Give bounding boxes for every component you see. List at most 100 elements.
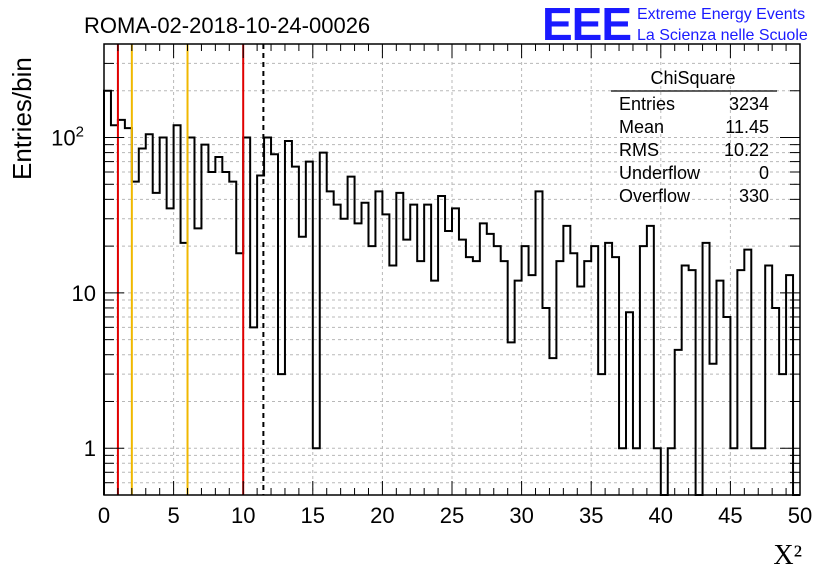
histogram-bin <box>341 219 348 495</box>
histogram-bin <box>515 281 522 495</box>
histogram-bin <box>563 226 570 495</box>
stats-label-overflow: Overflow <box>619 186 691 206</box>
histogram-bin <box>139 148 146 495</box>
histogram-bin <box>146 134 153 495</box>
histogram-bin <box>306 162 313 495</box>
y-tick-label: 1 <box>84 436 96 461</box>
histogram-bin <box>181 243 188 495</box>
histogram-bin <box>320 153 327 495</box>
axis-ticks: 0 5 10 15 20 25 30 35 40 45 50 1 10 102 <box>51 43 812 528</box>
histogram-bin <box>368 246 375 495</box>
histogram-bin <box>473 261 480 495</box>
histogram-bin <box>222 172 229 495</box>
histogram-bin <box>570 253 577 495</box>
histogram-bin <box>445 231 452 495</box>
histogram-bin <box>508 342 515 495</box>
histogram-bin <box>689 270 696 495</box>
histogram-bin <box>542 308 549 495</box>
histogram-bin <box>153 193 160 495</box>
histogram-bin <box>633 448 640 495</box>
histogram-bin <box>243 138 250 495</box>
x-axis-label: X² <box>773 540 802 571</box>
histogram-bin <box>647 226 654 495</box>
histogram-bin <box>299 237 306 495</box>
histogram-bin <box>480 223 487 495</box>
x-tick-label: 40 <box>649 503 673 528</box>
histogram-bin <box>417 261 424 495</box>
histogram-bin <box>605 243 612 495</box>
histogram-bin <box>278 374 285 495</box>
histogram-bin <box>591 246 598 495</box>
histogram-bin <box>730 448 737 495</box>
logo-line-1: Extreme Energy Events <box>637 6 805 23</box>
histogram-bin <box>348 177 355 495</box>
histogram-bin <box>229 182 236 495</box>
histogram-bin <box>313 448 320 495</box>
stats-value-entries: 3234 <box>729 94 769 114</box>
histogram-bin <box>362 203 369 495</box>
histogram-bin <box>410 205 417 495</box>
x-tick-label: 10 <box>231 503 255 528</box>
histogram-bin <box>703 243 710 495</box>
histogram-bin <box>710 364 717 495</box>
histogram-bin <box>452 208 459 495</box>
histogram-outline <box>103 89 800 496</box>
stats-value-mean: 11.45 <box>725 117 769 137</box>
histogram-bin <box>654 448 661 495</box>
logo-line-2: La Scienza nelle Scuole <box>637 27 808 44</box>
histogram-bin <box>334 205 341 495</box>
histogram-bin <box>188 138 195 495</box>
reference-lines <box>116 44 265 495</box>
histogram <box>103 89 800 496</box>
histogram-bin <box>494 246 501 495</box>
x-tick-label: 25 <box>440 503 464 528</box>
histogram-bin <box>431 281 438 495</box>
histogram-bin <box>194 228 201 495</box>
histogram-bin <box>285 141 292 495</box>
histogram-bin <box>640 246 647 495</box>
stats-value-underflow: 0 <box>759 163 769 183</box>
histogram-bin <box>292 167 299 495</box>
histogram-bin <box>208 172 215 495</box>
histogram-bin <box>396 193 403 495</box>
histogram-bin <box>327 191 334 495</box>
histogram-bin <box>424 205 431 495</box>
histogram-bin <box>744 250 751 495</box>
histogram-bin <box>201 145 208 495</box>
x-tick-label: 50 <box>788 503 812 528</box>
x-tick-label: 30 <box>509 503 533 528</box>
histogram-bin <box>529 275 536 495</box>
y-axis-label: Entries/bin <box>7 57 37 180</box>
histogram-bin <box>626 312 633 495</box>
stats-title: ChiSquare <box>650 68 735 88</box>
histogram-bin <box>536 191 543 495</box>
x-tick-label: 35 <box>579 503 603 528</box>
histogram-bin <box>682 266 689 495</box>
histogram-bin <box>668 448 675 495</box>
histogram-bin <box>772 308 779 495</box>
logo-mark: EEE <box>542 0 631 50</box>
histogram-bin <box>271 154 278 495</box>
chart-title: ROMA-02-2018-10-24-00026 <box>84 13 370 38</box>
histogram-bin <box>250 327 257 495</box>
histogram-bin <box>751 448 758 495</box>
histogram-bin <box>598 374 605 495</box>
x-tick-label: 0 <box>98 503 110 528</box>
histogram-bin <box>612 257 619 495</box>
stats-value-rms: 10.22 <box>724 140 769 160</box>
histogram-bin <box>577 286 584 495</box>
histogram-bin <box>522 246 529 495</box>
histogram-bin <box>737 270 744 495</box>
histogram-bin <box>125 128 132 495</box>
histogram-bin <box>167 208 174 495</box>
histogram-bin <box>466 257 473 495</box>
stats-label-underflow: Underflow <box>619 163 701 183</box>
histogram-bin <box>549 358 556 495</box>
histogram-bin <box>584 261 591 495</box>
stats-label-mean: Mean <box>619 117 664 137</box>
y-tick-label: 102 <box>51 124 84 151</box>
histogram-bin <box>403 240 410 495</box>
histogram-bin <box>459 240 466 495</box>
histogram-bin <box>236 253 243 495</box>
histogram-bin <box>765 266 772 495</box>
